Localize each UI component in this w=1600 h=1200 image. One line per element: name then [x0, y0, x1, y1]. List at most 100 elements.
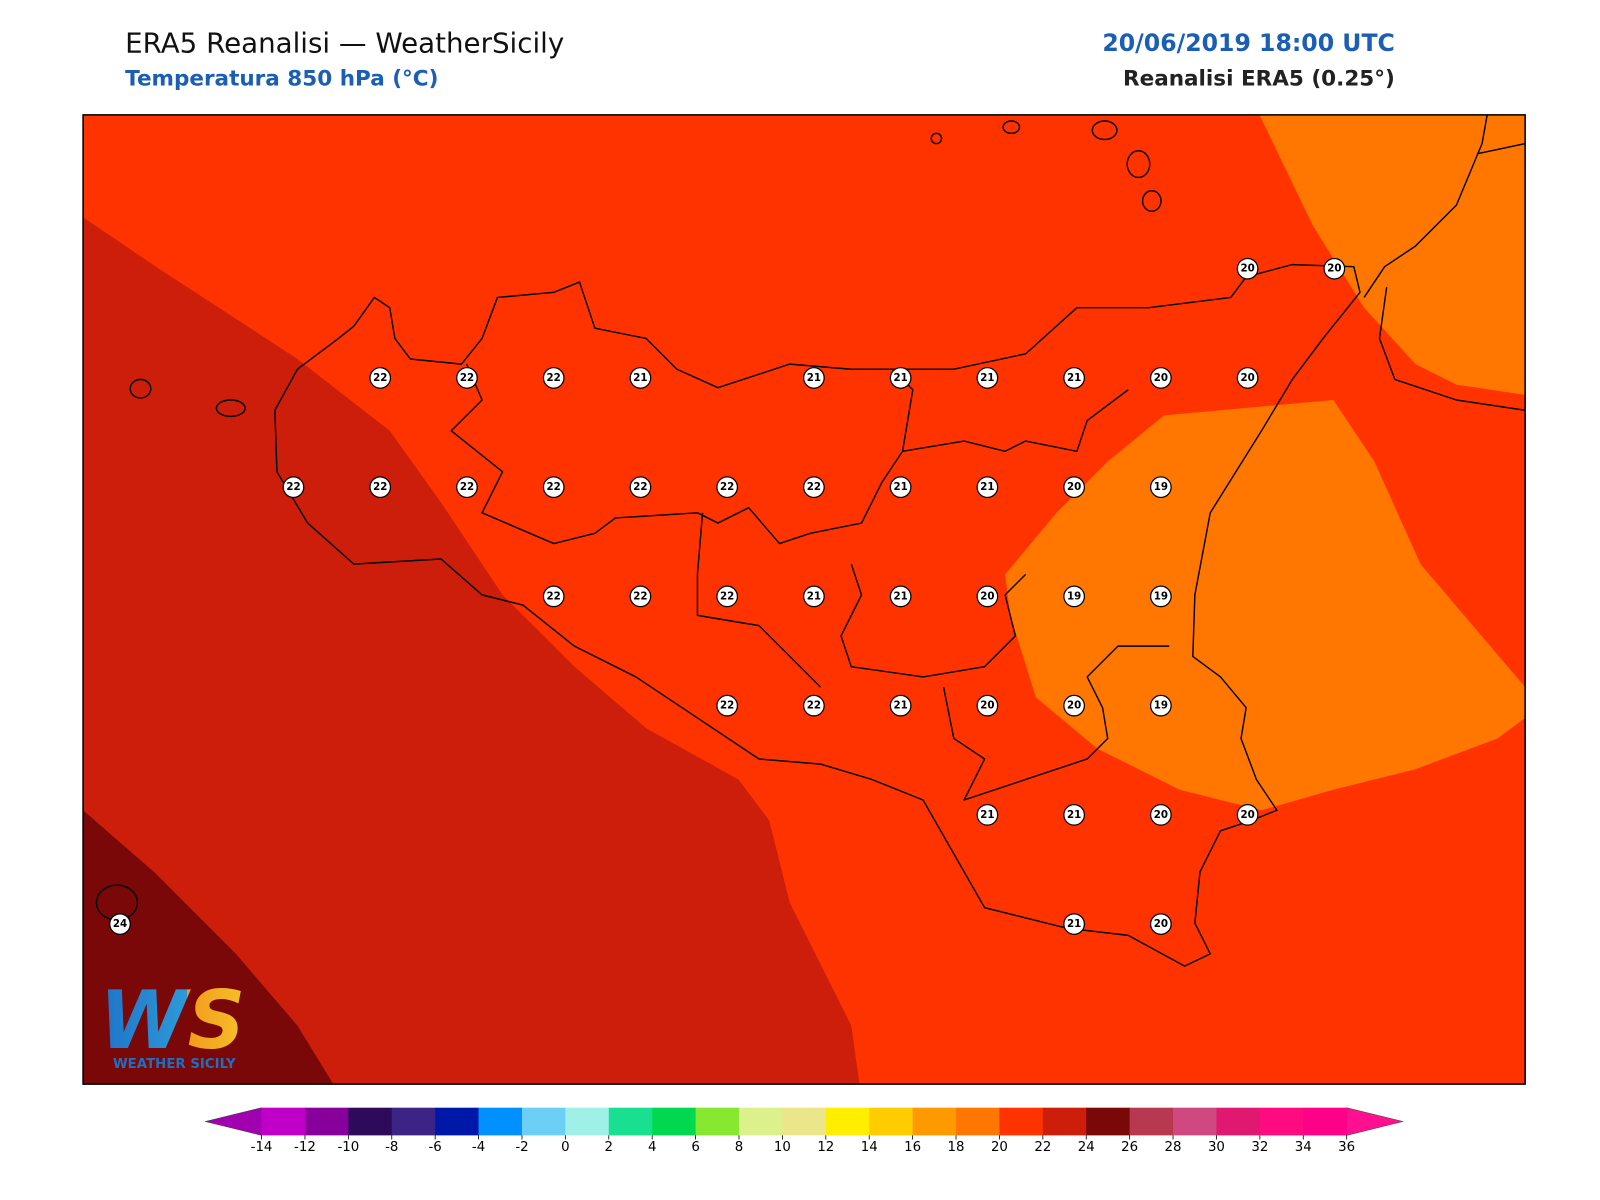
station: 21: [1063, 913, 1085, 935]
colorbar-segment: [956, 1107, 1000, 1136]
logo-text: WEATHER SICILY: [113, 1057, 236, 1072]
station-value: 22: [460, 372, 474, 384]
station-marker: [1063, 694, 1085, 717]
station-value: 20: [980, 590, 994, 602]
station-value: 22: [807, 700, 821, 712]
colorbar-segment: [565, 1107, 610, 1136]
colorbar-tick-label: 36: [1338, 1140, 1355, 1155]
station-value: 22: [720, 481, 734, 493]
colorbar-segment: [652, 1107, 697, 1136]
station-marker: [456, 367, 478, 389]
station-value: 21: [894, 372, 908, 384]
colorbar-tick-label: 26: [1121, 1140, 1138, 1155]
colorbar-tick-label: -10: [337, 1140, 359, 1155]
station-value: 24: [113, 918, 127, 930]
map-frame: [82, 114, 1526, 1085]
station-marker: [889, 476, 912, 499]
colorbar-over: [1346, 1107, 1404, 1136]
station: 21: [889, 694, 912, 717]
station-value: 21: [894, 590, 908, 602]
station: 22: [629, 476, 652, 499]
colorbar-segment: [869, 1107, 914, 1136]
station: 22: [369, 476, 392, 499]
colorbar-segment: [261, 1107, 306, 1136]
temp-band: [1259, 114, 1526, 395]
station-value: 21: [1067, 918, 1081, 930]
station-value: 22: [373, 481, 387, 493]
colorbar-tick-label: 20: [991, 1140, 1008, 1155]
colorbar-segment: [1259, 1107, 1304, 1136]
station-marker: [716, 476, 739, 499]
station-marker: [1063, 476, 1085, 499]
station: 21: [889, 585, 912, 608]
colorbar-segment: [348, 1107, 393, 1136]
colorbar-segment: [1173, 1107, 1217, 1136]
logo-mark: WS: [99, 974, 245, 1067]
station: 22: [629, 585, 652, 608]
station-marker: [542, 367, 565, 389]
station: 20: [1063, 476, 1085, 499]
colorbar-tick-label: 12: [817, 1140, 834, 1155]
station-marker: [1236, 803, 1259, 826]
station-marker: [369, 367, 392, 389]
station-marker: [803, 585, 825, 608]
station: 20: [1149, 803, 1172, 826]
station: 22: [542, 585, 565, 608]
colorbar-tick-label: 34: [1295, 1140, 1312, 1155]
colorbar-segment: [1042, 1107, 1087, 1136]
station-marker: [1063, 585, 1085, 608]
colorbar-tick-label: 0: [561, 1140, 569, 1155]
station-value: 20: [1154, 918, 1168, 930]
station: 22: [803, 694, 825, 717]
station-marker: [803, 367, 825, 389]
temp-band: [83, 217, 860, 1085]
station: 21: [976, 803, 999, 826]
station-value: 22: [633, 481, 647, 493]
station: 20: [1063, 694, 1085, 717]
station-marker: [716, 585, 739, 608]
station-marker: [1063, 367, 1085, 389]
colorbar-segment: [1216, 1107, 1261, 1136]
colorbar-tick-label: 22: [1034, 1140, 1051, 1155]
station-marker: [716, 694, 739, 717]
colorbar-segment: [608, 1107, 653, 1136]
station-value: 21: [980, 481, 994, 493]
colorbar-segment: [1086, 1107, 1131, 1136]
station-value: 20: [1154, 809, 1168, 821]
station-marker: [369, 476, 392, 499]
station-marker: [976, 476, 999, 499]
station-marker: [889, 367, 912, 389]
station-marker: [282, 476, 305, 499]
colorbar-tick-label: -12: [294, 1140, 316, 1155]
station: 21: [976, 367, 999, 389]
colorbar-tick-label: 8: [735, 1140, 743, 1155]
station-value: 21: [894, 700, 908, 712]
station-value: 20: [1154, 372, 1168, 384]
station: 22: [456, 367, 478, 389]
station-marker: [976, 803, 999, 826]
station-marker: [109, 913, 131, 935]
colorbar-segment: [304, 1107, 349, 1136]
station-marker: [976, 694, 999, 717]
station: 22: [716, 585, 739, 608]
station-value: 22: [547, 481, 561, 493]
station: 21: [1063, 367, 1085, 389]
colorbar-segment: [391, 1107, 436, 1136]
station: 21: [1063, 803, 1085, 826]
station-marker: [803, 476, 825, 499]
colorbar-tick-label: 14: [861, 1140, 878, 1155]
station-value: 19: [1067, 590, 1081, 602]
colorbar-segment: [521, 1107, 566, 1136]
colorbar-segment: [782, 1107, 827, 1136]
colorbar-segment: [695, 1107, 740, 1136]
station-marker: [542, 585, 565, 608]
colorbar-tick-label: 32: [1251, 1140, 1268, 1155]
station-value: 22: [373, 372, 387, 384]
colorbar-tick-label: 30: [1208, 1140, 1225, 1155]
station: 22: [803, 476, 825, 499]
station-marker: [1149, 694, 1172, 717]
logo: WS WEATHER SICILY: [99, 974, 245, 1072]
station-marker: [1149, 913, 1172, 935]
